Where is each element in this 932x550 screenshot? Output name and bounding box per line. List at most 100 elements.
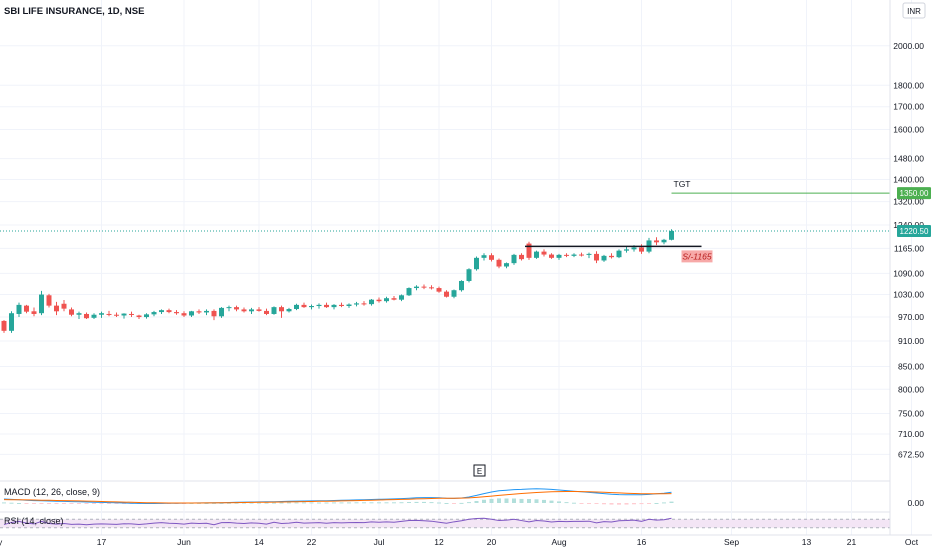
candle bbox=[99, 311, 104, 318]
macd-histogram-bar bbox=[639, 503, 644, 505]
macd-histogram-bar bbox=[662, 502, 666, 504]
candle bbox=[54, 301, 59, 316]
candle bbox=[481, 253, 487, 261]
candle bbox=[511, 253, 517, 265]
time-tick-label: 14 bbox=[254, 537, 264, 547]
macd-histogram-bar bbox=[489, 498, 494, 503]
price-axis[interactable]: 2000.00 1800.00 1700.00 1600.00 1480.00 1400.… bbox=[889, 0, 931, 535]
macd-histogram-bar bbox=[24, 503, 29, 504]
candle bbox=[166, 308, 172, 314]
macd-histogram-bar bbox=[392, 502, 396, 504]
macd-histogram-bar bbox=[84, 503, 89, 504]
candle-body bbox=[436, 288, 442, 292]
candle-body bbox=[579, 254, 584, 256]
candle-body bbox=[339, 304, 344, 307]
candle-body bbox=[354, 303, 359, 305]
candle-body bbox=[489, 255, 494, 260]
macd-histogram-bar bbox=[482, 499, 486, 503]
candle-body bbox=[391, 298, 397, 300]
macd-histogram-bar bbox=[609, 503, 614, 505]
candle-body bbox=[24, 305, 29, 312]
stop-badge bbox=[681, 250, 713, 263]
macd-signal-line bbox=[3, 491, 672, 504]
last-price-badge[interactable] bbox=[897, 224, 931, 237]
candle bbox=[354, 301, 359, 307]
candle bbox=[624, 246, 629, 253]
rsi-label[interactable]: RSI (14, close) bbox=[4, 516, 64, 526]
candle bbox=[9, 311, 14, 333]
candle bbox=[549, 253, 554, 259]
macd-histogram-bar bbox=[309, 502, 314, 504]
currency-label: INR bbox=[907, 7, 921, 16]
macd-histogram-bar bbox=[294, 502, 299, 504]
macd-histogram-bar bbox=[249, 502, 254, 504]
candle bbox=[189, 310, 194, 318]
macd-histogram-bar bbox=[474, 501, 479, 503]
candle bbox=[391, 296, 397, 301]
macd-histogram-bar bbox=[347, 502, 351, 504]
candle bbox=[669, 229, 674, 241]
candle-body bbox=[571, 254, 577, 256]
candle-body bbox=[466, 269, 472, 281]
candle bbox=[249, 307, 254, 314]
macd-histogram-bar bbox=[654, 503, 659, 504]
candle bbox=[136, 314, 142, 319]
candle bbox=[234, 305, 239, 312]
macd-histogram-bar bbox=[17, 503, 21, 504]
grid-lines bbox=[0, 0, 912, 535]
candle-body bbox=[474, 257, 479, 270]
candle-body bbox=[271, 307, 277, 314]
macd-histogram-bar bbox=[512, 498, 516, 503]
macd-histogram-bar bbox=[227, 502, 231, 504]
candle-body bbox=[136, 315, 142, 318]
candle-body bbox=[61, 303, 67, 309]
candle-body bbox=[316, 304, 322, 307]
currency-button[interactable]: INR bbox=[902, 2, 926, 19]
candle-body bbox=[204, 310, 209, 313]
macd-histogram-bar bbox=[594, 503, 599, 504]
macd-histogram-bar bbox=[114, 503, 119, 504]
macd-histogram-bar bbox=[377, 502, 381, 504]
macd-histogram-bar bbox=[527, 499, 531, 503]
time-tick-label: Jul bbox=[374, 537, 385, 547]
candle-body bbox=[84, 313, 89, 319]
time-tick-label: Jun bbox=[177, 537, 191, 547]
candle bbox=[271, 306, 277, 315]
earnings-event-marker[interactable]: E bbox=[473, 464, 486, 477]
candle bbox=[286, 307, 292, 313]
candle bbox=[556, 253, 562, 260]
candle-body bbox=[429, 287, 434, 289]
candle-body bbox=[331, 304, 337, 308]
symbol-title[interactable]: SBI LIFE INSURANCE, 1D, NSE bbox=[4, 6, 144, 17]
candle bbox=[181, 311, 187, 318]
time-tick-label: 16 bbox=[637, 537, 647, 547]
macd-histogram-bar bbox=[519, 498, 524, 503]
candle-body bbox=[504, 263, 509, 267]
candle-body bbox=[549, 254, 554, 258]
candle-body bbox=[91, 314, 97, 318]
candle bbox=[564, 253, 569, 258]
price-tick-label: 1800.00 bbox=[893, 80, 924, 90]
candle-body bbox=[196, 311, 202, 313]
macd-histogram-bar bbox=[204, 503, 209, 504]
macd-histogram-bar bbox=[317, 502, 321, 504]
candle bbox=[399, 294, 404, 302]
macd-histogram-bar bbox=[399, 502, 404, 504]
candle bbox=[16, 302, 22, 318]
price-tick-label: 1600.00 bbox=[893, 124, 924, 134]
macd-histogram-bar bbox=[279, 502, 284, 504]
macd-histogram-bar bbox=[264, 502, 269, 504]
macd-histogram-bar bbox=[564, 502, 569, 504]
candle-body bbox=[556, 254, 562, 258]
macd-histogram-bar bbox=[99, 503, 104, 504]
target-price-badge[interactable] bbox=[897, 187, 931, 200]
candle-body bbox=[129, 313, 134, 315]
candle bbox=[444, 290, 449, 298]
time-axis[interactable]: 17 Jun 14 22 Jul 12 20 Aug 16 Sep 13 21 Oct y bbox=[0, 534, 932, 547]
macd-label[interactable]: MACD (12, 26, close, 9) bbox=[4, 487, 100, 497]
candle bbox=[339, 302, 344, 308]
candle bbox=[414, 285, 419, 291]
macd-histogram-bar bbox=[69, 503, 74, 504]
candle bbox=[61, 300, 67, 312]
